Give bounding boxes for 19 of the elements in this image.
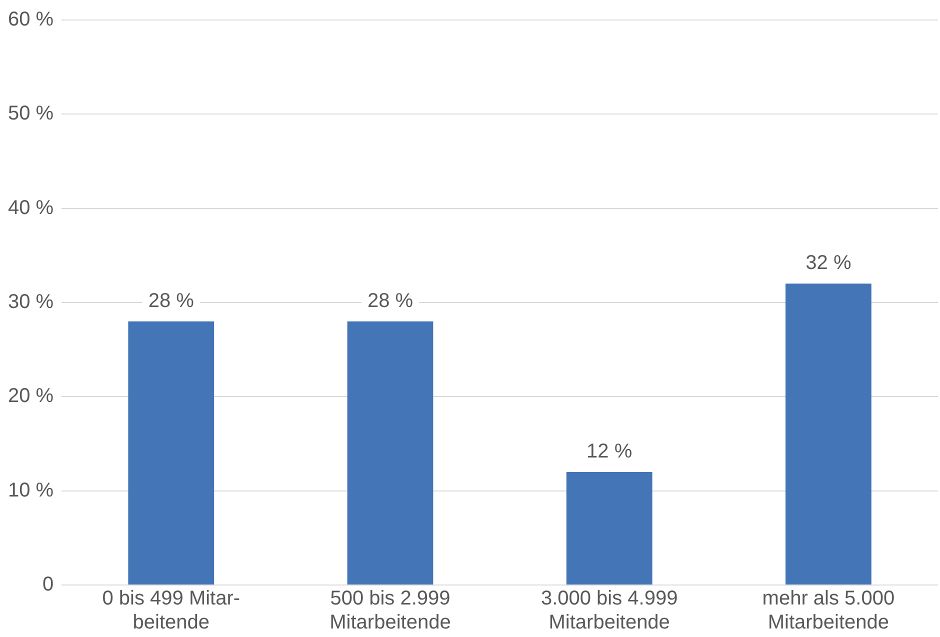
bar xyxy=(786,284,872,584)
x-tick-label: 500 bis 2.999 Mitarbeitende xyxy=(330,588,451,634)
y-tick-label: 0 xyxy=(42,574,54,596)
bar xyxy=(347,321,434,584)
bar xyxy=(128,321,214,584)
y-tick-label: 30 % xyxy=(8,291,54,314)
bar xyxy=(566,472,652,584)
x-tick-label: mehr als 5.000 Mitarbeitende xyxy=(762,588,895,634)
y-tick-label: 40 % xyxy=(8,196,54,219)
y-tick-label: 50 % xyxy=(8,102,54,125)
y-tick-label: 10 % xyxy=(8,479,54,502)
y-tick-label: 60 % xyxy=(8,8,54,31)
x-tick-label: 3.000 bis 4.999 Mitarbeitende xyxy=(540,588,678,634)
x-tick-label: 0 bis 499 Mitar- beitende xyxy=(102,588,240,634)
data-label: 28 % xyxy=(148,290,194,312)
y-tick-label: 20 % xyxy=(8,385,54,408)
data-label: 32 % xyxy=(806,252,852,274)
data-label: 12 % xyxy=(586,440,632,463)
data-label: 28 % xyxy=(367,290,414,312)
